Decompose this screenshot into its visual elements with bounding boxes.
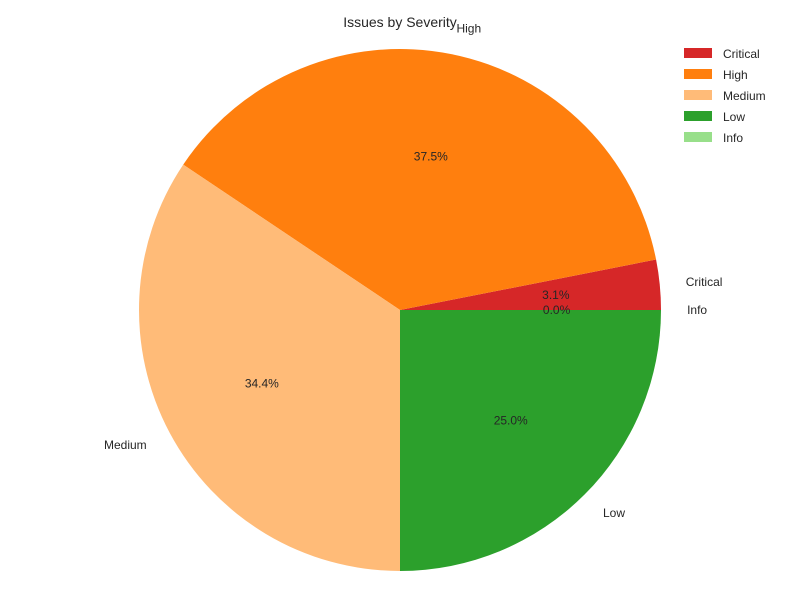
- pie-labels: Critical 3.1% High 37.5% Medium 34.4% Low 25.0%…: [104, 22, 722, 521]
- percent-label-high: 37.5%: [414, 149, 448, 163]
- legend: Critical High Medium Low Info: [684, 47, 766, 145]
- legend-swatch-medium: [684, 90, 712, 100]
- slice-low: [400, 310, 661, 571]
- legend-swatch-high: [684, 69, 712, 79]
- legend-swatch-low: [684, 111, 712, 121]
- slice-high: [183, 48, 657, 311]
- percent-label-low: 25.0%: [494, 414, 528, 428]
- pie-slices: [139, 48, 661, 571]
- category-label-medium: Medium: [104, 438, 147, 452]
- legend-swatch-critical: [684, 48, 712, 58]
- category-label-low: Low: [603, 506, 625, 520]
- percent-label-medium: 34.4%: [245, 377, 279, 391]
- legend-label-medium: Medium: [723, 89, 766, 103]
- percent-label-info: 0.0%: [543, 303, 571, 317]
- category-label-critical: Critical: [686, 275, 723, 289]
- percent-label-critical: 3.1%: [542, 288, 570, 302]
- category-label-info: Info: [687, 303, 707, 317]
- legend-label-info: Info: [723, 131, 743, 145]
- category-label-high: High: [456, 22, 481, 36]
- legend-label-low: Low: [723, 110, 745, 124]
- legend-label-high: High: [723, 68, 748, 82]
- chart-title: Issues by Severity: [343, 14, 457, 30]
- legend-label-critical: Critical: [723, 47, 760, 61]
- legend-swatch-info: [684, 132, 712, 142]
- slice-critical: [400, 259, 661, 310]
- slice-medium: [139, 164, 400, 571]
